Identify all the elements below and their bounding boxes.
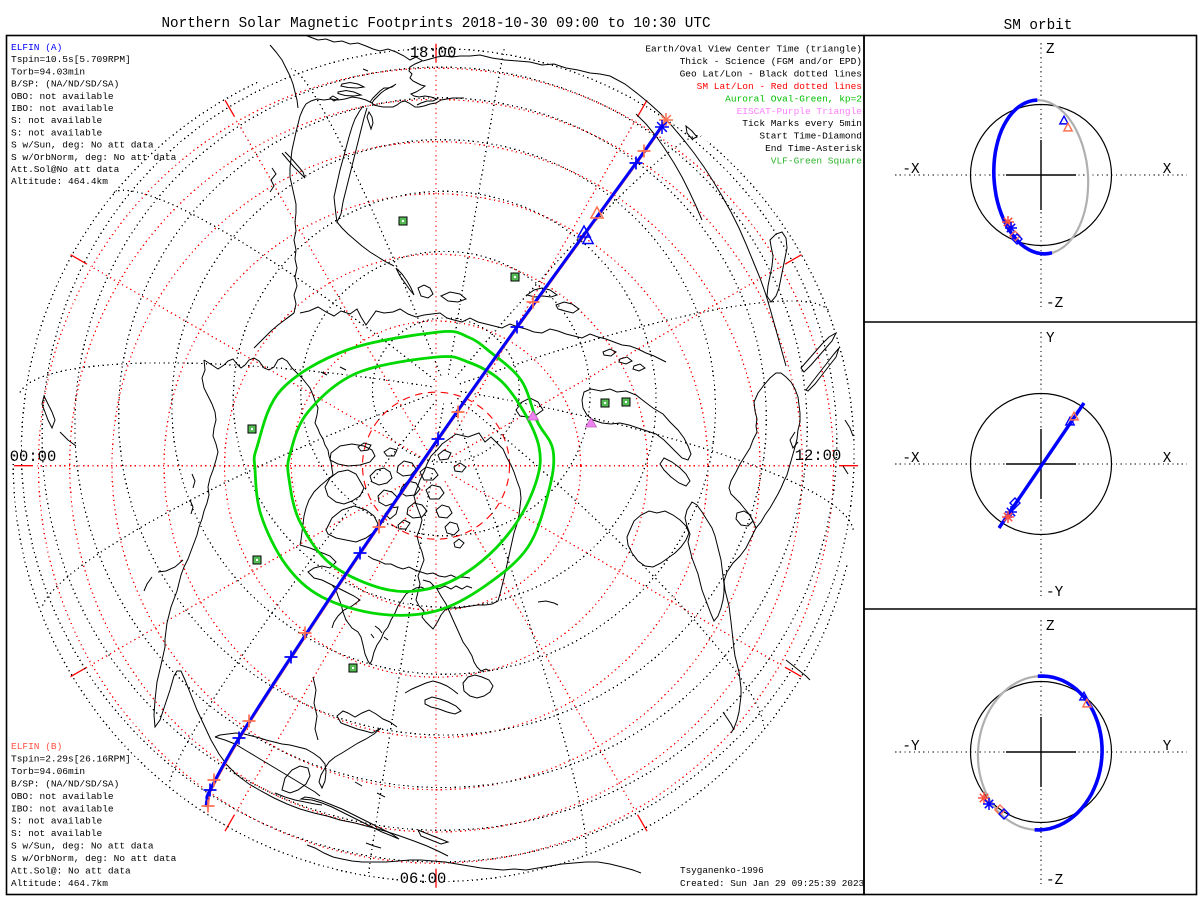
svg-text:S w/OrbNorm, deg: No att data: S w/OrbNorm, deg: No att data <box>11 152 177 163</box>
svg-text:Auroral Oval-Green, kp=2: Auroral Oval-Green, kp=2 <box>725 93 862 104</box>
svg-text:IBO: not available: IBO: not available <box>11 103 114 114</box>
svg-text:Thick - Science (FGM and/or EP: Thick - Science (FGM and/or EPD) <box>680 56 862 67</box>
svg-text:Tspin=10.5s[5.709RPM]: Tspin=10.5s[5.709RPM] <box>11 54 131 65</box>
svg-text:X: X <box>1163 451 1172 467</box>
svg-text:S: not available: S: not available <box>11 127 103 138</box>
svg-text:-Y: -Y <box>1046 585 1064 601</box>
svg-text:-X: -X <box>902 451 920 467</box>
svg-text:S w/OrbNorm, deg: No att data: S w/OrbNorm, deg: No att data <box>11 853 177 864</box>
svg-text:Tsyganenko-1996: Tsyganenko-1996 <box>680 865 764 876</box>
svg-text:B/SP: (NA/ND/SD/SA): B/SP: (NA/ND/SD/SA) <box>11 79 119 90</box>
svg-text:Created: Sun Jan 29 09:25:39 2: Created: Sun Jan 29 09:25:39 2023 <box>680 878 864 889</box>
svg-text:-Y: -Y <box>902 739 920 755</box>
svg-text:Y: Y <box>1046 331 1055 347</box>
svg-text:Torb=94.03min: Torb=94.03min <box>11 66 85 77</box>
svg-text:ELFIN (B): ELFIN (B) <box>11 741 62 752</box>
svg-text:S: not available: S: not available <box>11 115 103 126</box>
svg-text:Y: Y <box>1163 739 1172 755</box>
svg-text:Att.Sol@: No att data: Att.Sol@: No att data <box>11 866 131 877</box>
svg-text:Torb=94.06min: Torb=94.06min <box>11 766 85 777</box>
svg-text:End Time-Asterisk: End Time-Asterisk <box>765 143 862 154</box>
svg-text:Altitude: 464.7km: Altitude: 464.7km <box>11 878 108 889</box>
svg-text:S: not available: S: not available <box>11 828 103 839</box>
svg-text:-Z: -Z <box>1046 873 1064 889</box>
svg-text:-X: -X <box>902 162 920 178</box>
svg-text:18:00: 18:00 <box>410 44 457 62</box>
svg-text:-Z: -Z <box>1046 296 1064 312</box>
svg-text:Earth/Oval View Center Time (t: Earth/Oval View Center Time (triangle) <box>645 44 862 55</box>
svg-text:00:00: 00:00 <box>10 448 57 466</box>
svg-text:SM Lat/Lon - Red dotted lines: SM Lat/Lon - Red dotted lines <box>697 81 862 92</box>
svg-text:Z: Z <box>1046 619 1055 635</box>
svg-text:SM orbit: SM orbit <box>1004 18 1073 34</box>
svg-text:IBO: not available: IBO: not available <box>11 803 114 814</box>
svg-text:OBO: not available: OBO: not available <box>11 91 114 102</box>
svg-text:06:00: 06:00 <box>400 870 447 888</box>
svg-text:S: not available: S: not available <box>11 816 103 827</box>
svg-text:S w/Sun, deg: No att data: S w/Sun, deg: No att data <box>11 140 154 151</box>
svg-text:Z: Z <box>1046 42 1055 58</box>
svg-text:ELFIN (A): ELFIN (A) <box>11 42 62 53</box>
svg-text:EISCAT-Purple Triangle: EISCAT-Purple Triangle <box>737 106 863 117</box>
svg-text:Tspin=2.29s[26.16RPM]: Tspin=2.29s[26.16RPM] <box>11 753 131 764</box>
svg-text:Northern Solar Magnetic Footpr: Northern Solar Magnetic Footprints 2018-… <box>161 16 710 32</box>
svg-text:Start Time-Diamond: Start Time-Diamond <box>759 131 862 142</box>
svg-text:X: X <box>1163 162 1172 178</box>
svg-text:VLF-Green Square: VLF-Green Square <box>771 156 863 167</box>
svg-text:Att.Sol@No att data: Att.Sol@No att data <box>11 164 120 175</box>
svg-text:S w/Sun, deg: No att data: S w/Sun, deg: No att data <box>11 841 154 852</box>
svg-text:Tick Marks every 5min: Tick Marks every 5min <box>742 118 862 129</box>
svg-text:OBO: not available: OBO: not available <box>11 791 114 802</box>
svg-text:Altitude: 464.4km: Altitude: 464.4km <box>11 176 108 187</box>
svg-text:12:00: 12:00 <box>795 447 842 465</box>
svg-text:B/SP: (NA/ND/SD/SA): B/SP: (NA/ND/SD/SA) <box>11 778 119 789</box>
svg-text:Geo Lat/Lon - Black dotted lin: Geo Lat/Lon - Black dotted lines <box>680 68 862 79</box>
